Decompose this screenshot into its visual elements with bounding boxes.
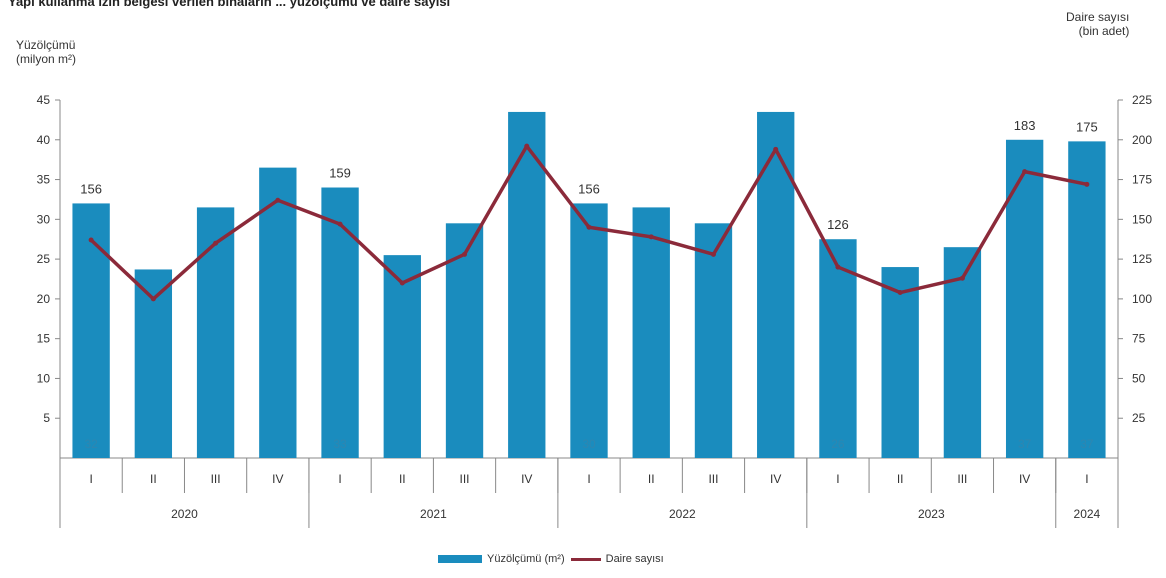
bar: [196, 207, 235, 458]
bar: [881, 267, 919, 458]
line-point: [1084, 181, 1090, 187]
line-value-label: 175: [1076, 119, 1098, 134]
right-tick-label: 150: [1132, 212, 1152, 226]
left-tick-label: 45: [37, 93, 51, 107]
bar: [72, 203, 110, 458]
legend-bar-swatch: [438, 555, 482, 563]
bar: [570, 203, 608, 458]
quarter-label: II: [150, 472, 157, 486]
quarter-label: II: [648, 472, 655, 486]
legend: Yüzölçümü (m²) Daire sayısı: [438, 553, 664, 565]
left-tick-label: 30: [37, 212, 51, 226]
right-tick-label: 100: [1132, 292, 1152, 306]
right-tick-label: 225: [1132, 93, 1152, 107]
line-point: [586, 224, 592, 230]
bar: [819, 239, 857, 458]
bar: [1068, 141, 1106, 458]
quarter-label: III: [460, 472, 470, 486]
quarter-label: IV: [1019, 472, 1030, 486]
right-tick-label: 125: [1132, 252, 1152, 266]
bar: [757, 111, 795, 458]
line-point: [524, 143, 530, 149]
year-label: 2024: [1074, 507, 1101, 521]
quarter-label: III: [708, 472, 718, 486]
right-axis-title: Daire sayısı (bin adet): [1066, 10, 1130, 38]
bar-value-label: 26: [831, 437, 845, 451]
bar-value-label: 32: [84, 437, 98, 451]
quarter-label: I: [89, 472, 92, 486]
left-tick-label: 35: [37, 173, 51, 187]
line-point: [213, 240, 219, 246]
line-point: [1022, 169, 1028, 175]
quarter-label: II: [399, 472, 406, 486]
line-point: [275, 197, 281, 203]
bar: [445, 223, 484, 458]
left-tick-label: 10: [37, 371, 51, 385]
line-value-label: 183: [1014, 118, 1036, 133]
quarter-label: I: [338, 472, 341, 486]
line-value-label: 159: [329, 166, 351, 181]
legend-bar-label: Yüzölçümü (m²): [487, 553, 565, 565]
quarter-label: II: [897, 472, 904, 486]
quarter-label: IV: [521, 472, 532, 486]
bar: [632, 207, 670, 458]
line-point: [337, 221, 343, 227]
right-tick-label: 25: [1132, 411, 1146, 425]
line-point: [773, 146, 779, 152]
line-point: [88, 237, 94, 243]
line-point: [150, 296, 156, 302]
left-axis-title: Yüzölçümü (milyon m²): [16, 38, 76, 66]
bar: [1005, 139, 1044, 458]
year-label: 2022: [669, 507, 696, 521]
bar: [259, 167, 297, 458]
bar-value-label: 37: [1018, 437, 1032, 451]
quarter-label: I: [1085, 472, 1088, 486]
bar: [321, 187, 359, 458]
line-value-label: 156: [80, 181, 102, 196]
left-tick-label: 25: [37, 252, 51, 266]
line-point: [648, 234, 654, 240]
quarter-label: III: [211, 472, 221, 486]
quarter-label: I: [836, 472, 839, 486]
left-tick-label: 40: [37, 133, 51, 147]
right-tick-label: 75: [1132, 332, 1146, 346]
left-tick-label: 20: [37, 292, 51, 306]
legend-line-label: Daire sayısı: [605, 553, 664, 565]
right-tick-label: 50: [1132, 371, 1146, 385]
left-tick-label: 5: [43, 411, 50, 425]
bar-value-label: 30: [582, 437, 596, 451]
bar: [383, 255, 421, 458]
bar-value-label: 37: [1080, 437, 1094, 451]
year-label: 2023: [918, 507, 945, 521]
left-tick-label: 15: [37, 332, 51, 346]
line-point: [959, 275, 965, 281]
right-tick-label: 200: [1132, 133, 1152, 147]
chart-title: Yapı kullanma izin belgesi verilen binal…: [8, 0, 451, 9]
legend-line-swatch: [570, 557, 601, 561]
quarter-label: III: [957, 472, 967, 486]
line-point: [835, 264, 841, 270]
quarter-label: IV: [770, 472, 781, 486]
quarter-label: I: [587, 472, 590, 486]
line-point: [710, 251, 716, 257]
line-point: [399, 280, 405, 286]
year-label: 2021: [420, 507, 447, 521]
quarter-label: IV: [272, 472, 283, 486]
line-value-label: 156: [578, 181, 600, 196]
right-tick-label: 175: [1132, 173, 1152, 187]
bar: [694, 223, 733, 458]
bar-value-label: 33: [333, 437, 347, 451]
line-point: [462, 251, 468, 257]
line-value-label: 126: [827, 217, 849, 232]
line-point: [897, 290, 903, 296]
year-label: 2020: [171, 507, 198, 521]
